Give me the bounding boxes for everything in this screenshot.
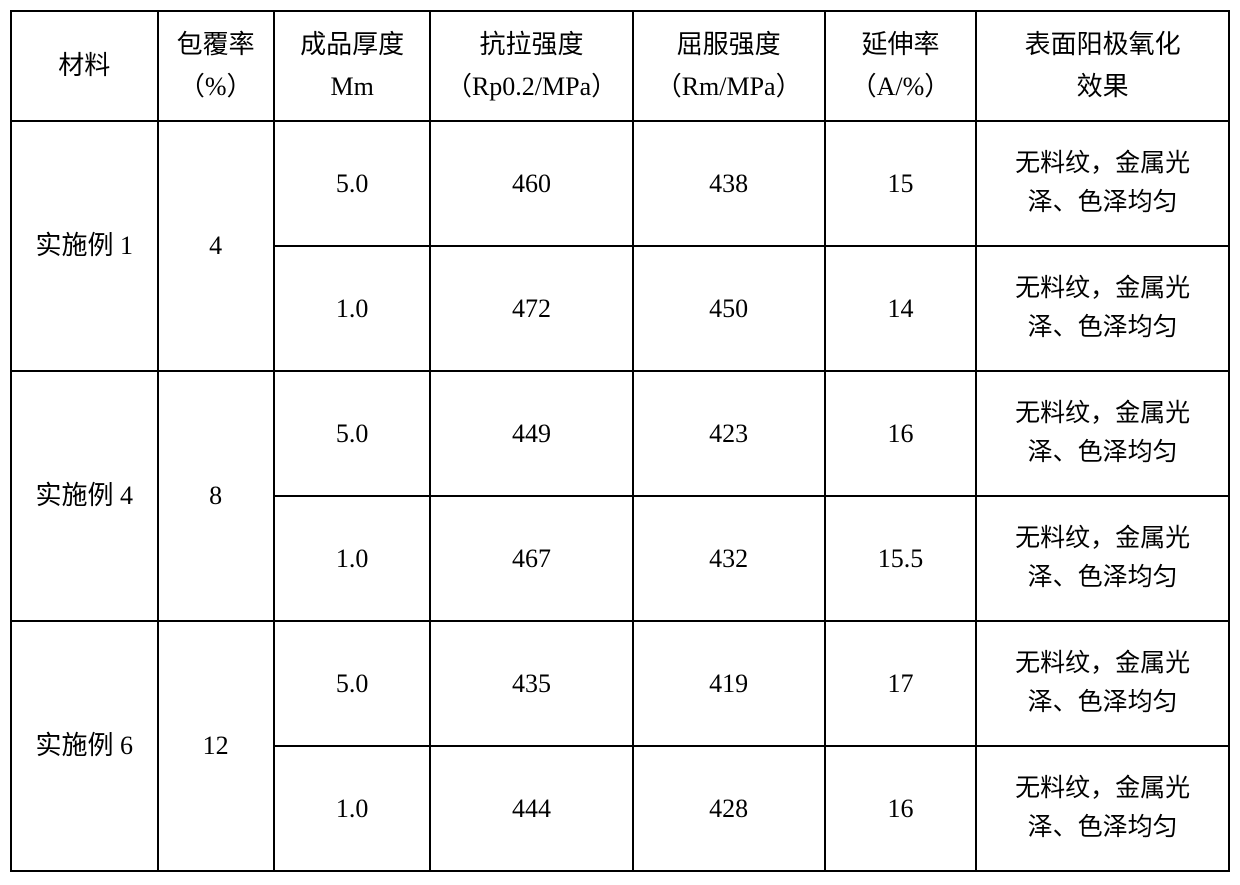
cell-yield: 438	[633, 121, 825, 246]
cell-thickness: 5.0	[274, 121, 431, 246]
header-elongation: 延伸率（A/%）	[825, 11, 977, 121]
cell-effect: 无料纹，金属光泽、色泽均匀	[976, 621, 1229, 746]
cell-tensile: 460	[430, 121, 632, 246]
table-body: 实施例 1 4 5.0 460 438 15 无料纹，金属光泽、色泽均匀 1.0…	[11, 121, 1229, 871]
cell-thickness: 5.0	[274, 621, 431, 746]
cell-elongation: 16	[825, 746, 977, 871]
cell-yield: 423	[633, 371, 825, 496]
table-row: 实施例 6 12 5.0 435 419 17 无料纹，金属光泽、色泽均匀	[11, 621, 1229, 746]
cell-yield: 450	[633, 246, 825, 371]
cell-material: 实施例 6	[11, 621, 158, 871]
cell-material: 实施例 4	[11, 371, 158, 621]
cell-thickness: 5.0	[274, 371, 431, 496]
cell-yield: 419	[633, 621, 825, 746]
cell-tensile: 472	[430, 246, 632, 371]
cell-coverage: 4	[158, 121, 274, 371]
cell-yield: 432	[633, 496, 825, 621]
cell-thickness: 1.0	[274, 496, 431, 621]
material-properties-table: 材料 包覆率（%） 成品厚度Mm 抗拉强度（Rp0.2/MPa） 屈服强度（Rm…	[10, 10, 1230, 872]
table-row: 实施例 1 4 5.0 460 438 15 无料纹，金属光泽、色泽均匀	[11, 121, 1229, 246]
cell-elongation: 15.5	[825, 496, 977, 621]
cell-thickness: 1.0	[274, 746, 431, 871]
cell-material: 实施例 1	[11, 121, 158, 371]
cell-tensile: 467	[430, 496, 632, 621]
cell-thickness: 1.0	[274, 246, 431, 371]
cell-elongation: 17	[825, 621, 977, 746]
cell-yield: 428	[633, 746, 825, 871]
header-coverage: 包覆率（%）	[158, 11, 274, 121]
header-tensile: 抗拉强度（Rp0.2/MPa）	[430, 11, 632, 121]
cell-elongation: 15	[825, 121, 977, 246]
cell-effect: 无料纹，金属光泽、色泽均匀	[976, 496, 1229, 621]
cell-effect: 无料纹，金属光泽、色泽均匀	[976, 121, 1229, 246]
cell-tensile: 444	[430, 746, 632, 871]
cell-effect: 无料纹，金属光泽、色泽均匀	[976, 746, 1229, 871]
cell-elongation: 16	[825, 371, 977, 496]
header-effect: 表面阳极氧化效果	[976, 11, 1229, 121]
cell-tensile: 435	[430, 621, 632, 746]
header-thickness: 成品厚度Mm	[274, 11, 431, 121]
header-yield: 屈服强度（Rm/MPa）	[633, 11, 825, 121]
cell-coverage: 8	[158, 371, 274, 621]
header-material: 材料	[11, 11, 158, 121]
cell-elongation: 14	[825, 246, 977, 371]
cell-tensile: 449	[430, 371, 632, 496]
cell-effect: 无料纹，金属光泽、色泽均匀	[976, 246, 1229, 371]
cell-coverage: 12	[158, 621, 274, 871]
table-row: 实施例 4 8 5.0 449 423 16 无料纹，金属光泽、色泽均匀	[11, 371, 1229, 496]
cell-effect: 无料纹，金属光泽、色泽均匀	[976, 371, 1229, 496]
